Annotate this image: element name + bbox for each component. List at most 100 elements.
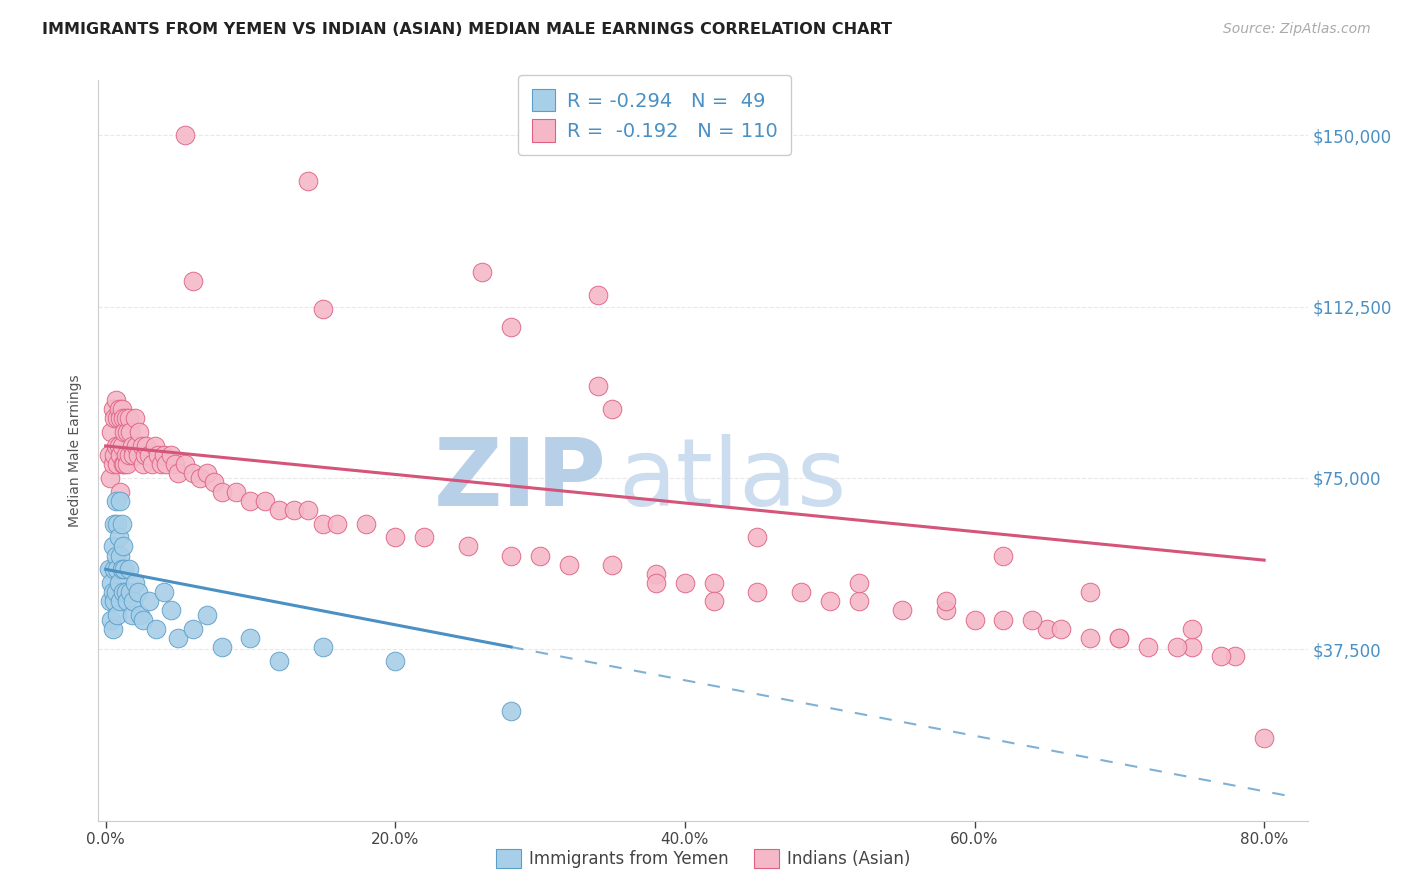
Text: ZIP: ZIP (433, 434, 606, 526)
Point (104, 493, 127, 508)
Point (107, 439, 129, 453)
Point (1137, 640, 1160, 654)
Point (312, 640, 335, 654)
Point (1080, 631, 1102, 645)
Point (112, 411, 135, 425)
Point (138, 594, 160, 608)
Point (114, 457, 136, 471)
Point (108, 594, 131, 608)
Point (117, 594, 139, 608)
Point (181, 622, 204, 636)
Point (993, 613, 1015, 627)
Point (114, 562, 136, 576)
Point (188, 471, 211, 485)
Point (108, 484, 131, 499)
Point (225, 484, 247, 499)
Point (963, 613, 986, 627)
Point (127, 585, 149, 599)
Text: Source: ZipAtlas.com: Source: ZipAtlas.com (1223, 22, 1371, 37)
Point (100, 613, 122, 627)
Legend: R = -0.294   N =  49, R =  -0.192   N = 110: R = -0.294 N = 49, R = -0.192 N = 110 (519, 75, 792, 155)
Point (818, 594, 841, 608)
Point (586, 379, 609, 393)
Point (211, 640, 233, 654)
Point (891, 603, 914, 617)
Point (848, 576, 870, 591)
Point (384, 530, 406, 544)
Point (167, 467, 190, 481)
Point (103, 562, 125, 576)
Point (312, 301, 335, 316)
Point (149, 457, 172, 471)
Text: atlas: atlas (619, 434, 846, 526)
Point (673, 576, 696, 591)
Point (1181, 640, 1204, 654)
Point (143, 439, 166, 453)
Point (253, 493, 276, 508)
Point (103, 448, 125, 462)
Point (146, 448, 169, 462)
Point (1080, 585, 1102, 599)
Point (703, 594, 725, 608)
Point (269, 654, 291, 668)
Point (703, 576, 725, 591)
Point (935, 603, 957, 617)
Point (115, 448, 138, 462)
Point (145, 622, 167, 636)
Point (1021, 613, 1043, 627)
Point (128, 425, 150, 440)
Point (558, 558, 581, 572)
Point (105, 607, 128, 622)
Point (152, 585, 174, 599)
Text: IMMIGRANTS FROM YEMEN VS INDIAN (ASIAN) MEDIAN MALE EARNINGS CORRELATION CHART: IMMIGRANTS FROM YEMEN VS INDIAN (ASIAN) … (42, 22, 893, 37)
Point (174, 128, 197, 142)
Point (97, 562, 120, 576)
Point (586, 288, 609, 302)
Point (1253, 731, 1275, 746)
Point (97, 448, 120, 462)
Point (122, 594, 145, 608)
Point (790, 585, 813, 599)
Point (100, 576, 122, 591)
Point (108, 411, 131, 425)
Point (297, 174, 319, 188)
Point (101, 457, 124, 471)
Point (1108, 631, 1130, 645)
Point (120, 585, 142, 599)
Point (181, 467, 204, 481)
Point (413, 530, 436, 544)
Point (155, 457, 177, 471)
Y-axis label: Median Male Earnings: Median Male Earnings (69, 374, 83, 527)
Point (131, 439, 153, 453)
Point (138, 448, 160, 462)
Point (1036, 622, 1059, 636)
Point (104, 393, 127, 408)
Point (457, 540, 479, 554)
Point (105, 457, 128, 471)
Point (195, 467, 218, 481)
Point (100, 425, 122, 440)
Point (114, 425, 136, 440)
Point (195, 607, 218, 622)
Point (283, 503, 305, 517)
Point (110, 516, 132, 531)
Point (1050, 622, 1073, 636)
Point (118, 448, 141, 462)
Point (132, 457, 155, 471)
Point (501, 704, 523, 718)
Point (122, 448, 145, 462)
Point (124, 576, 146, 591)
Point (1209, 649, 1232, 664)
Point (132, 613, 155, 627)
Point (98, 471, 121, 485)
Point (471, 265, 494, 279)
Point (384, 654, 406, 668)
Point (118, 411, 141, 425)
Point (747, 530, 769, 544)
Point (312, 516, 335, 531)
Point (239, 493, 262, 508)
Point (105, 411, 128, 425)
Point (101, 585, 124, 599)
Point (202, 475, 225, 490)
Point (108, 448, 131, 462)
